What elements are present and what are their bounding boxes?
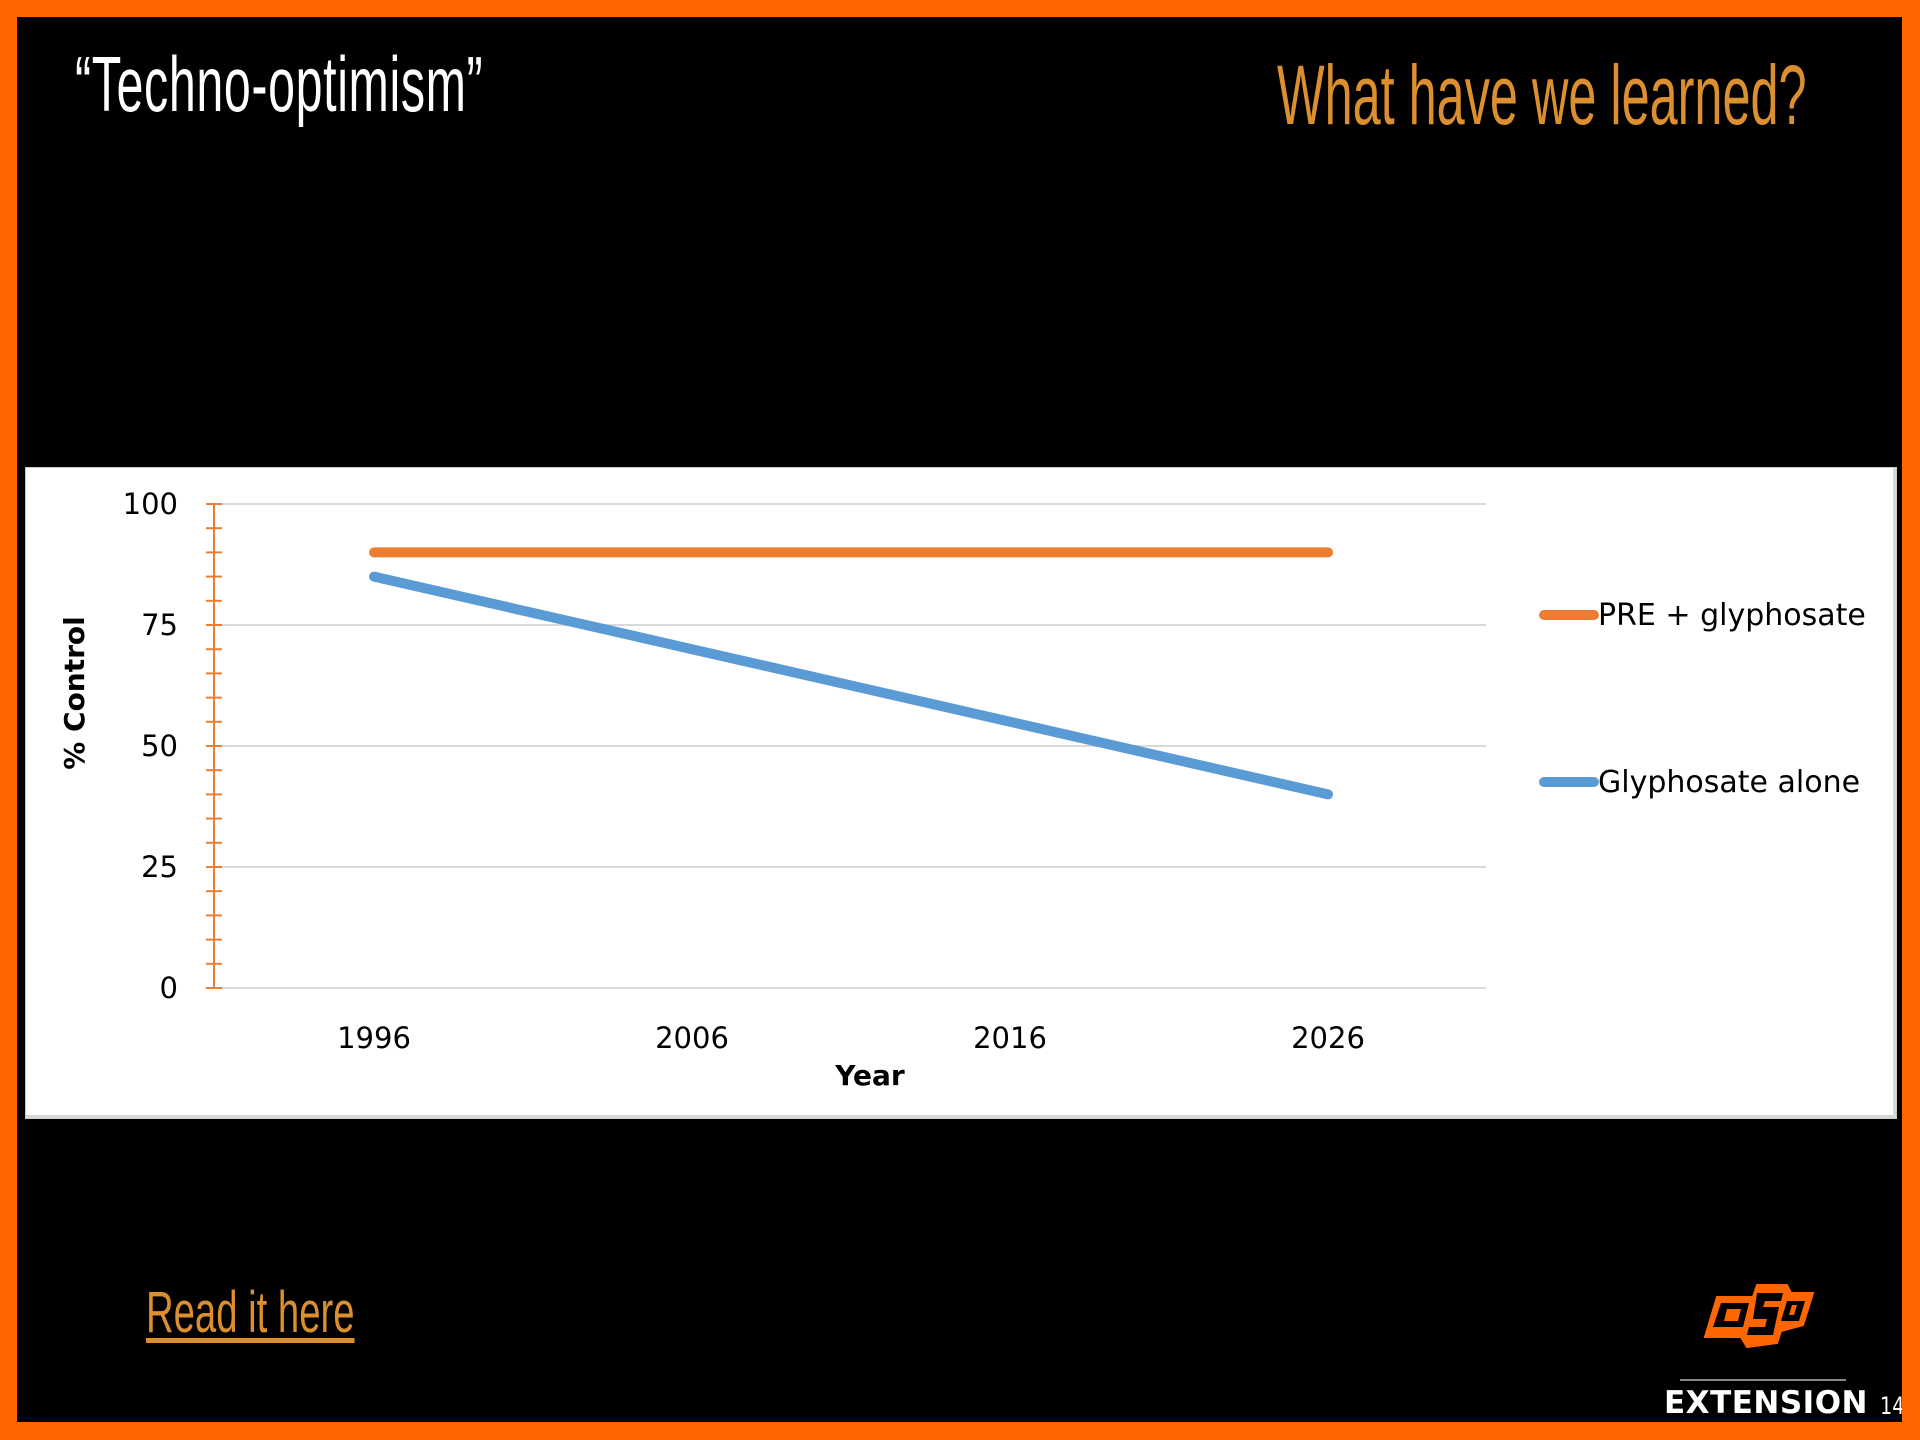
slide: “Techno-optimism” What have we learned? … [17,17,1902,1422]
chart-panel: 0 25 50 75 100 1996 2006 2016 2026 PRE + glypho… [25,467,1897,1119]
y-axis-title: % Control [58,616,91,770]
series-lines [369,547,1333,800]
x-tick-label: 1996 [337,1021,411,1055]
extension-label: EXTENSION [1664,1385,1869,1421]
page-number: 14 [1880,1392,1902,1420]
line-chart: 0 25 50 75 100 1996 2006 2016 2026 PRE + glypho… [58,487,1866,1092]
y-tick-label: 100 [123,487,178,521]
y-axis [206,503,222,989]
x-tick-label: 2026 [1291,1021,1365,1055]
x-tick-label: 2006 [655,1021,729,1055]
y-tick-labels: 0 25 50 75 100 [123,487,178,1005]
y-tick-label: 0 [160,971,178,1005]
gridlines [214,503,1486,989]
legend: PRE + glyphosate Glyphosate alone [1539,598,1866,800]
x-axis-title: Year [834,1059,905,1092]
x-tick-labels: 1996 2006 2016 2026 [337,1021,1365,1055]
slide-heading: What have we learned? [1277,48,1807,142]
footer-divider [1680,1379,1846,1381]
series-line-2 [369,571,1333,800]
y-tick-label: 75 [141,608,178,642]
read-it-here-link[interactable]: Read it here [146,1280,355,1345]
footer-branding: EXTENSION 14 [1637,1279,1902,1421]
osu-logo [1703,1284,1815,1349]
legend-label: PRE + glyphosate [1598,598,1866,633]
y-tick-label: 50 [141,729,178,763]
y-tick-label: 25 [141,850,178,884]
legend-label: Glyphosate alone [1598,765,1860,800]
x-tick-label: 2016 [973,1021,1047,1055]
slide-title: “Techno-optimism” [75,40,484,128]
